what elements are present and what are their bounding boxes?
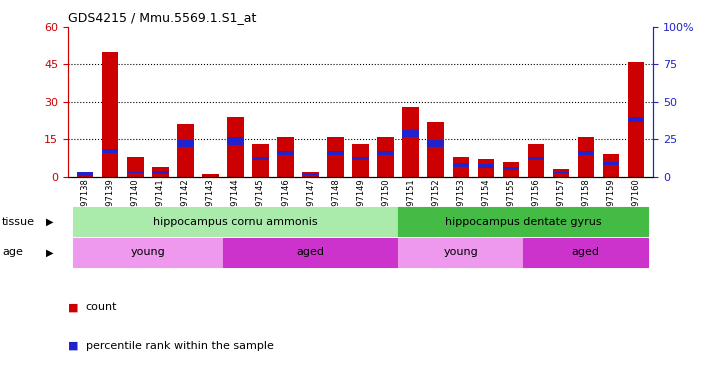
- Bar: [528, 144, 544, 177]
- Bar: [503, 162, 519, 177]
- Bar: [478, 159, 494, 177]
- Bar: [102, 52, 119, 177]
- Bar: [328, 137, 343, 177]
- Bar: [277, 151, 293, 156]
- Text: ■: ■: [68, 302, 79, 312]
- Bar: [303, 172, 318, 177]
- Text: ▶: ▶: [46, 247, 54, 258]
- Text: tissue: tissue: [2, 217, 35, 227]
- Bar: [353, 157, 368, 161]
- Text: young: young: [131, 247, 165, 258]
- Bar: [603, 154, 619, 177]
- Bar: [252, 144, 268, 177]
- Bar: [628, 118, 644, 122]
- Text: count: count: [86, 302, 117, 312]
- Text: young: young: [443, 247, 478, 258]
- Text: ■: ■: [68, 341, 79, 351]
- Bar: [578, 151, 594, 156]
- Bar: [528, 157, 544, 161]
- Bar: [177, 124, 193, 177]
- Bar: [252, 157, 268, 161]
- Bar: [77, 172, 94, 176]
- Bar: [603, 162, 619, 166]
- Bar: [227, 137, 243, 146]
- Bar: [328, 151, 343, 156]
- Bar: [202, 174, 218, 177]
- Bar: [403, 131, 418, 137]
- Bar: [428, 141, 444, 147]
- Text: GDS4215 / Mmu.5569.1.S1_at: GDS4215 / Mmu.5569.1.S1_at: [68, 12, 256, 25]
- Bar: [127, 172, 144, 173]
- Bar: [428, 122, 444, 177]
- Bar: [177, 141, 193, 147]
- Bar: [152, 171, 169, 174]
- Text: age: age: [2, 247, 23, 258]
- Bar: [102, 149, 119, 153]
- Bar: [353, 144, 368, 177]
- Bar: [478, 164, 494, 168]
- Bar: [553, 169, 569, 177]
- Bar: [578, 137, 594, 177]
- Text: ▶: ▶: [46, 217, 54, 227]
- Text: aged: aged: [572, 247, 600, 258]
- Bar: [503, 167, 519, 170]
- Text: aged: aged: [296, 247, 325, 258]
- Text: hippocampus dentate gyrus: hippocampus dentate gyrus: [445, 217, 601, 227]
- Bar: [77, 175, 94, 177]
- Bar: [553, 172, 569, 173]
- Text: percentile rank within the sample: percentile rank within the sample: [86, 341, 273, 351]
- Bar: [152, 167, 169, 177]
- Bar: [453, 157, 469, 177]
- Text: hippocampus cornu ammonis: hippocampus cornu ammonis: [154, 217, 318, 227]
- Bar: [403, 107, 418, 177]
- Bar: [378, 151, 393, 156]
- Bar: [127, 157, 144, 177]
- Bar: [628, 62, 644, 177]
- Bar: [202, 175, 218, 176]
- Bar: [453, 163, 469, 167]
- Bar: [303, 174, 318, 175]
- Bar: [277, 137, 293, 177]
- Bar: [378, 137, 393, 177]
- Bar: [227, 117, 243, 177]
